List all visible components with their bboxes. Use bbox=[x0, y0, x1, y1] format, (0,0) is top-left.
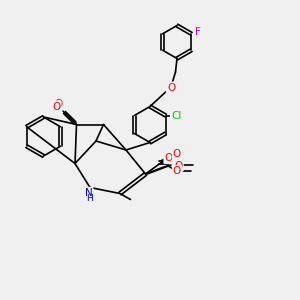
Text: N: N bbox=[85, 188, 92, 198]
Text: O: O bbox=[167, 82, 175, 93]
Text: O: O bbox=[164, 153, 173, 163]
Text: Cl: Cl bbox=[171, 110, 181, 121]
Text: H: H bbox=[86, 194, 93, 203]
Text: O: O bbox=[173, 166, 181, 176]
Text: O: O bbox=[174, 160, 183, 171]
Text: O: O bbox=[52, 101, 61, 112]
Text: O: O bbox=[173, 149, 181, 160]
Text: F: F bbox=[195, 27, 201, 37]
Text: O: O bbox=[54, 99, 63, 110]
